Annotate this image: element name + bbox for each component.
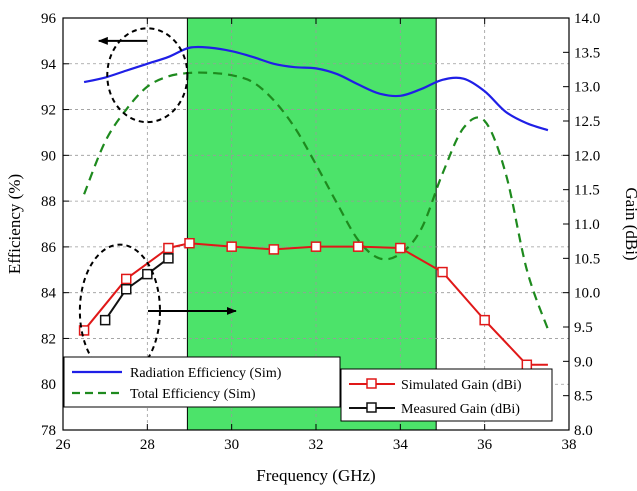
legend-label-simulated-gain: Simulated Gain (dBi): [401, 378, 522, 393]
series-line-total-efficiency-sim: [83, 71, 549, 330]
data-point-measured-gain-dbi: [163, 253, 174, 264]
legend-marker-simulated-gain: [366, 378, 377, 389]
data-point-simulated-gain-dbi: [352, 241, 364, 252]
series-layer: [78, 45, 549, 371]
y2-tick-label: 12.0: [574, 148, 600, 164]
y2-tick-label: 12.5: [574, 114, 600, 130]
data-point-simulated-gain-dbi: [479, 314, 490, 326]
x-tick-label: 26: [56, 437, 72, 453]
y2-tick-label: 9.5: [574, 320, 593, 336]
y2-tick-label: 13.5: [574, 45, 600, 61]
data-point-simulated-gain-dbi: [395, 242, 406, 254]
data-point-simulated-gain-dbi: [121, 273, 132, 285]
y2-tick-label: 10.5: [574, 251, 600, 267]
data-point-simulated-gain-dbi: [310, 241, 322, 252]
y-tick-label: 84: [41, 286, 57, 302]
series-line-measured-gain-dbi: [104, 257, 170, 321]
data-point-measured-gain-dbi: [142, 268, 153, 280]
legend-label-radiation-efficiency: Radiation Efficiency (Sim): [130, 366, 282, 381]
y2-tick-label: 11.5: [574, 183, 600, 199]
data-point-simulated-gain-dbi: [521, 359, 533, 371]
x-tick-label: 28: [140, 437, 155, 453]
data-point-simulated-gain-dbi: [268, 244, 280, 255]
x-tick-label: 34: [393, 437, 409, 453]
y-tick-label: 92: [41, 103, 56, 119]
y2-axis-title: Gain (dBi): [622, 187, 637, 260]
y2-tick-label: 14.0: [574, 11, 600, 27]
y-tick-label: 94: [41, 57, 57, 73]
y-axis-title: Efficiency (%): [5, 174, 24, 274]
y-tick-label: 96: [41, 11, 57, 27]
data-point-simulated-gain-dbi: [184, 237, 195, 249]
y2-tick-label: 8.0: [574, 423, 593, 439]
tick-layer: 26 28 30 32 34 36 38 78 80 82 84 86 88 90 92 94 96 8.0 8.5…: [41, 11, 600, 453]
y2-tick-label: 11.0: [574, 217, 600, 233]
legend-marker-measured-gain: [366, 402, 377, 413]
y2-tick-label: 10.0: [574, 286, 600, 302]
data-point-measured-gain-dbi: [99, 314, 111, 326]
y-tick-label: 88: [41, 194, 56, 210]
legend-label-measured-gain: Measured Gain (dBi): [401, 402, 520, 417]
series-line-radiation-efficiency-sim: [83, 45, 549, 132]
data-point-simulated-gain-dbi: [437, 266, 448, 278]
data-point-simulated-gain-dbi: [163, 242, 174, 254]
legend-label-total-efficiency: Total Efficiency (Sim): [130, 387, 256, 402]
y2-tick-label: 9.0: [574, 354, 593, 370]
y-tick-label: 86: [41, 240, 57, 256]
y2-tick-label: 13.0: [574, 80, 600, 96]
y2-tick-label: 8.5: [574, 389, 593, 405]
data-point-simulated-gain-dbi: [78, 325, 90, 336]
x-tick-label: 32: [309, 437, 324, 453]
legend-efficiency: Radiation Efficiency (Sim) Total Efficie…: [63, 356, 341, 408]
annotation-ellipse-1: [106, 27, 189, 124]
x-axis-title: Frequency (GHz): [256, 466, 375, 485]
data-point-simulated-gain-dbi: [226, 241, 237, 252]
x-tick-label: 36: [477, 437, 493, 453]
legend-gain: Simulated Gain (dBi) Measured Gain (dBi): [340, 368, 553, 422]
x-tick-label: 38: [562, 437, 577, 453]
x-tick-label: 30: [224, 437, 239, 453]
y-tick-label: 78: [41, 423, 56, 439]
y-tick-label: 80: [41, 377, 56, 393]
data-point-measured-gain-dbi: [121, 283, 132, 295]
y-tick-label: 90: [41, 148, 56, 164]
legend-efficiency-box: [63, 356, 341, 408]
y-tick-label: 82: [41, 331, 56, 347]
